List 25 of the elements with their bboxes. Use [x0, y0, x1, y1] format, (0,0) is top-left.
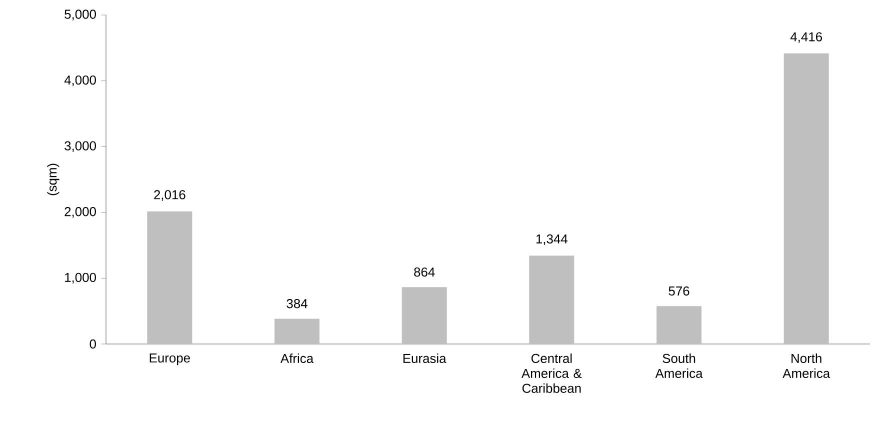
- data-label: 576: [668, 286, 690, 296]
- data-label: 1,344: [536, 234, 568, 246]
- data-label: 4,416: [790, 32, 822, 43]
- bar: [529, 256, 574, 344]
- bar: [402, 287, 447, 344]
- y-tick-label: 5,000: [64, 10, 96, 20]
- y-tick-label: 1,000: [65, 272, 96, 284]
- x-tick-label: Central America & Caribbean: [521, 354, 582, 393]
- data-label: 384: [286, 299, 308, 308]
- y-tick-label: 2,000: [64, 207, 96, 218]
- x-tick-label: North America: [782, 354, 830, 378]
- x-tick-label: Europe: [150, 354, 190, 366]
- y-axis-title: (sqm): [47, 164, 60, 196]
- y-tick-label: 0: [90, 339, 96, 349]
- x-tick-label: Eurasia: [403, 354, 446, 364]
- bar: [784, 53, 829, 344]
- data-label: 2,016: [154, 190, 186, 201]
- x-tick-label: South America: [655, 354, 703, 378]
- data-label: 864: [414, 267, 435, 277]
- bar: [274, 318, 320, 344]
- y-tick-label: 3,000: [64, 141, 96, 152]
- y-tick-label: 4,000: [64, 75, 96, 86]
- x-tick-label: Africa: [280, 354, 314, 364]
- bar: [656, 306, 702, 344]
- bar: [147, 211, 192, 344]
